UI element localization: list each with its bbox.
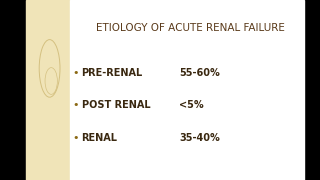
Text: PRE-RENAL: PRE-RENAL bbox=[82, 68, 143, 78]
Text: POST RENAL: POST RENAL bbox=[82, 100, 150, 110]
Bar bbox=[0, 0, 26, 180]
Text: 55-60%: 55-60% bbox=[179, 68, 220, 78]
Bar bbox=[304, 0, 320, 180]
Text: •: • bbox=[72, 133, 78, 143]
Text: <5%: <5% bbox=[179, 100, 204, 110]
Text: •: • bbox=[72, 68, 78, 78]
Bar bbox=[26, 0, 70, 180]
Bar bbox=[70, 0, 304, 180]
Text: •: • bbox=[72, 100, 78, 110]
Text: RENAL: RENAL bbox=[82, 133, 118, 143]
Text: 35-40%: 35-40% bbox=[179, 133, 220, 143]
Text: ETIOLOGY OF ACUTE RENAL FAILURE: ETIOLOGY OF ACUTE RENAL FAILURE bbox=[96, 23, 285, 33]
